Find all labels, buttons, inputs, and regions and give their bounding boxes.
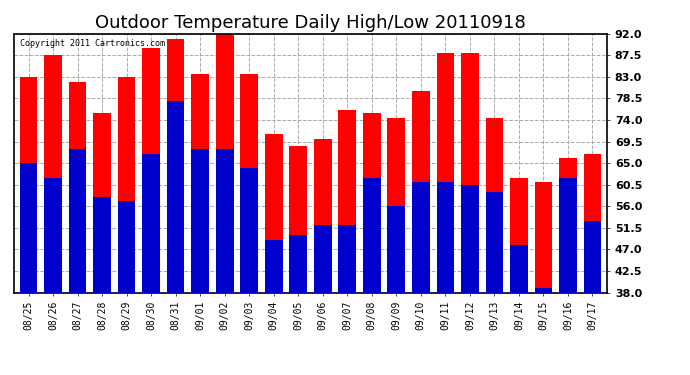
Bar	[265, 134, 282, 375]
Bar	[510, 177, 528, 375]
Bar	[93, 113, 111, 375]
Bar	[44, 56, 62, 375]
Bar	[437, 53, 454, 375]
Bar	[216, 29, 233, 375]
Bar	[559, 158, 577, 375]
Bar	[339, 110, 356, 375]
Bar	[44, 177, 62, 375]
Bar	[314, 139, 332, 375]
Bar	[388, 206, 405, 375]
Bar	[535, 182, 552, 375]
Bar	[461, 185, 479, 375]
Bar	[20, 77, 37, 375]
Bar	[167, 39, 184, 375]
Bar	[216, 149, 233, 375]
Bar	[510, 244, 528, 375]
Bar	[240, 75, 258, 375]
Bar	[191, 75, 209, 375]
Bar	[486, 118, 503, 375]
Bar	[412, 182, 430, 375]
Bar	[412, 91, 430, 375]
Bar	[289, 146, 307, 375]
Bar	[584, 220, 601, 375]
Bar	[461, 53, 479, 375]
Bar	[69, 82, 86, 375]
Bar	[167, 101, 184, 375]
Bar	[191, 149, 209, 375]
Bar	[486, 192, 503, 375]
Bar	[118, 201, 135, 375]
Bar	[363, 177, 381, 375]
Bar	[339, 225, 356, 375]
Bar	[93, 196, 111, 375]
Bar	[584, 153, 601, 375]
Bar	[437, 182, 454, 375]
Title: Outdoor Temperature Daily High/Low 20110918: Outdoor Temperature Daily High/Low 20110…	[95, 14, 526, 32]
Bar	[142, 153, 160, 375]
Bar	[118, 77, 135, 375]
Bar	[240, 168, 258, 375]
Bar	[363, 113, 381, 375]
Bar	[388, 118, 405, 375]
Text: Copyright 2011 Cartronics.com: Copyright 2011 Cartronics.com	[20, 39, 165, 48]
Bar	[20, 163, 37, 375]
Bar	[289, 235, 307, 375]
Bar	[559, 177, 577, 375]
Bar	[314, 225, 332, 375]
Bar	[265, 240, 282, 375]
Bar	[535, 288, 552, 375]
Bar	[142, 48, 160, 375]
Bar	[69, 149, 86, 375]
